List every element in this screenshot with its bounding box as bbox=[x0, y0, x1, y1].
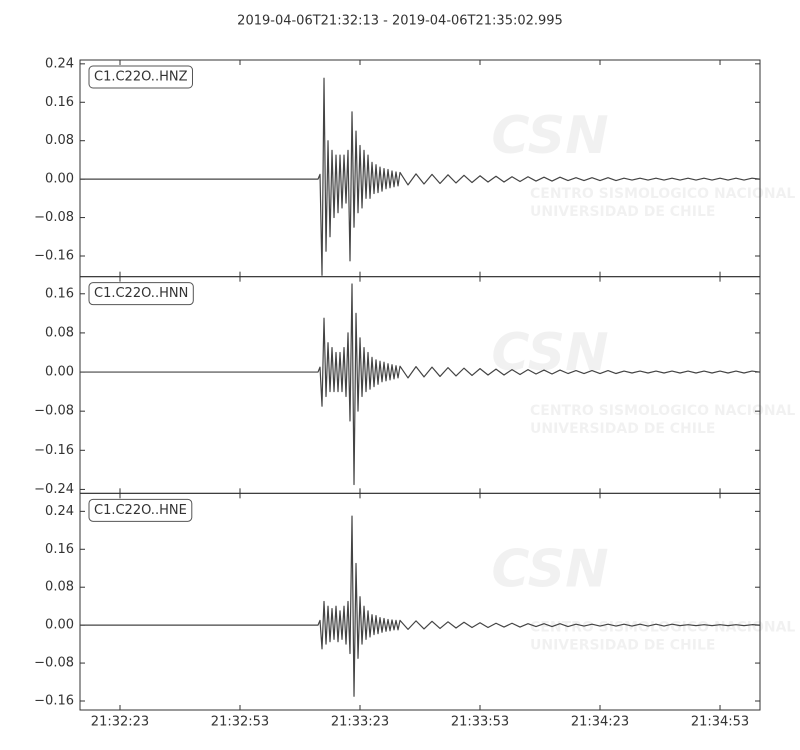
y-tick-label: −0.16 bbox=[34, 693, 74, 708]
y-tick-label: 0.24 bbox=[45, 56, 74, 71]
x-tick-label: 21:33:53 bbox=[451, 715, 509, 730]
y-tick-label: 0.24 bbox=[45, 504, 74, 519]
waveform bbox=[80, 283, 760, 486]
y-tick-label: −0.16 bbox=[34, 249, 74, 264]
panel-frame bbox=[79, 276, 761, 494]
watermark-text: UNIVERSIDAD DE CHILE bbox=[530, 638, 715, 654]
watermark-logo: CSN bbox=[491, 540, 608, 600]
y-tick-label: 0.16 bbox=[45, 542, 74, 557]
y-tick-label: 0.00 bbox=[45, 365, 74, 380]
x-tick-label: 21:33:23 bbox=[331, 715, 389, 730]
y-tick-label: −0.24 bbox=[34, 482, 74, 497]
y-tick-label: −0.08 bbox=[34, 404, 74, 419]
watermark-logo: CSN bbox=[491, 106, 608, 166]
waveform bbox=[80, 515, 760, 697]
y-tick-label: 0.00 bbox=[45, 172, 74, 187]
waveform bbox=[80, 77, 760, 276]
y-tick-label: −0.08 bbox=[34, 210, 74, 225]
trace-label: C1.C22O..HNN bbox=[94, 286, 188, 301]
y-tick-label: 0.08 bbox=[45, 325, 74, 340]
y-tick-label: 0.08 bbox=[45, 133, 74, 148]
y-tick-label: −0.08 bbox=[34, 656, 74, 671]
x-tick-label: 21:32:23 bbox=[91, 715, 149, 730]
trace-label-box bbox=[88, 282, 194, 306]
panel-frame bbox=[79, 59, 761, 278]
trace-label-box bbox=[88, 65, 193, 89]
trace-label-box bbox=[88, 498, 193, 522]
watermark-logo: CSN bbox=[491, 323, 608, 383]
panel-frame bbox=[79, 492, 761, 711]
trace-label: C1.C22O..HNE bbox=[94, 503, 187, 518]
y-tick-label: 0.08 bbox=[45, 580, 74, 595]
x-tick-label: 21:34:23 bbox=[571, 715, 629, 730]
x-tick-label: 21:32:53 bbox=[211, 715, 269, 730]
y-tick-label: 0.16 bbox=[45, 95, 74, 110]
y-tick-label: 0.16 bbox=[45, 286, 74, 301]
watermark-text: UNIVERSIDAD DE CHILE bbox=[530, 421, 715, 437]
chart-title: 2019-04-06T21:32:13 - 2019-04-06T21:35:0… bbox=[237, 14, 563, 29]
watermark-text: UNIVERSIDAD DE CHILE bbox=[530, 204, 715, 220]
watermark-text: CENTRO SISMOLOGICO NACIONAL bbox=[530, 186, 795, 202]
trace-label: C1.C22O..HNZ bbox=[94, 70, 188, 85]
watermark-text: CENTRO SISMOLOGICO NACIONAL bbox=[530, 620, 795, 636]
watermark-text: CENTRO SISMOLOGICO NACIONAL bbox=[530, 403, 795, 419]
y-tick-label: −0.16 bbox=[34, 443, 74, 458]
y-tick-label: 0.00 bbox=[45, 618, 74, 633]
x-tick-label: 21:34:53 bbox=[691, 715, 749, 730]
